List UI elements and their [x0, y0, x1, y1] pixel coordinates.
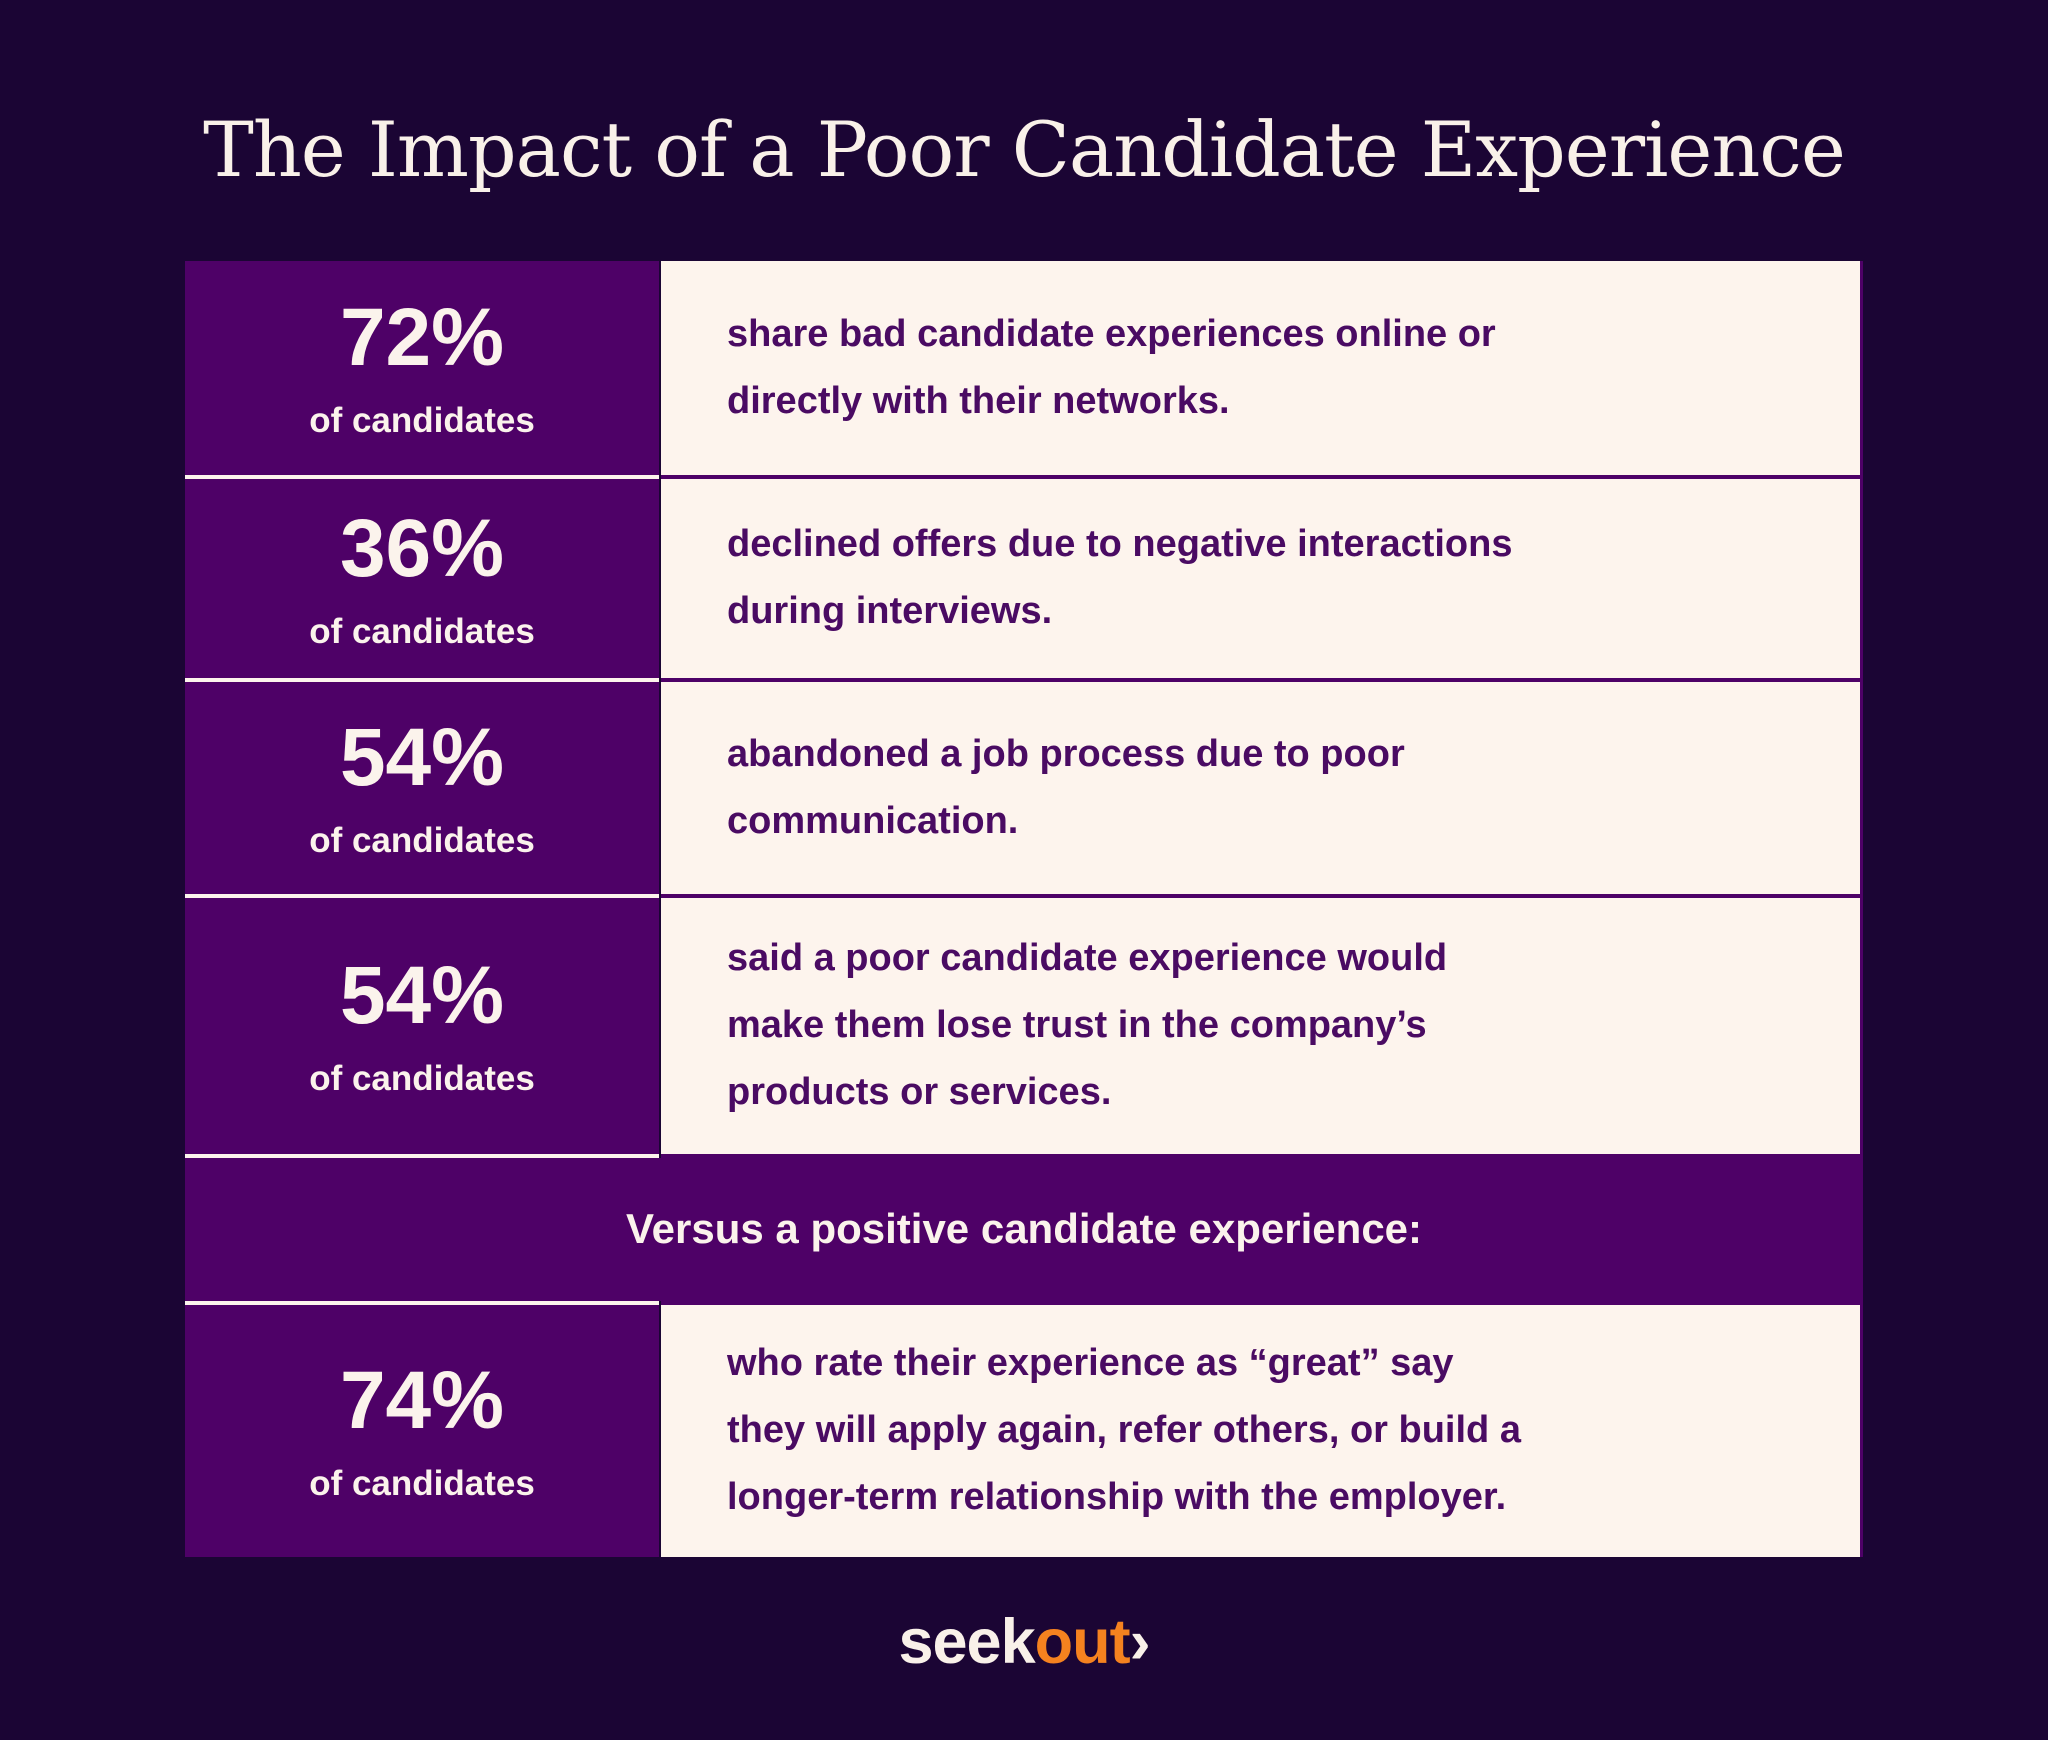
column-seam	[659, 478, 661, 678]
column-seam	[659, 897, 661, 1154]
description-cell: abandoned a job process due to poor comm…	[661, 681, 1863, 894]
description-line: share bad candidate experiences online o…	[727, 312, 1496, 355]
column-seam	[659, 260, 661, 475]
stat-value: 74%	[339, 1355, 505, 1447]
table-row: 54% of candidates said a poor candidate …	[185, 897, 1863, 1154]
stat-value: 54%	[339, 712, 505, 804]
table-row: 36% of candidates declined offers due to…	[185, 478, 1863, 678]
row-divider	[185, 677, 1863, 682]
description-line: they will apply again, refer others, or …	[727, 1409, 1521, 1452]
description-line: products or services.	[727, 1071, 1112, 1114]
description-cell: said a poor candidate experience would m…	[661, 897, 1863, 1154]
versus-banner: Versus a positive candidate experience:	[185, 1157, 1863, 1301]
stats-table: 72% of candidates share bad candidate ex…	[185, 260, 1863, 1557]
description-line: who rate their experience as “great” say	[727, 1342, 1454, 1385]
table-row: 72% of candidates share bad candidate ex…	[185, 260, 1863, 475]
page-title: The Impact of a Poor Candidate Experienc…	[203, 105, 1846, 194]
description-text: who rate their experience as “great” say…	[727, 1330, 1521, 1531]
logo-text-seek: seek	[898, 1606, 1035, 1677]
table-row: 54% of candidates abandoned a job proces…	[185, 681, 1863, 894]
stat-label: of candidates	[309, 1464, 535, 1504]
stat-value: 36%	[339, 502, 505, 594]
stat-label: of candidates	[309, 821, 535, 861]
stat-cell: 74% of candidates	[185, 1304, 659, 1557]
stat-label: of candidates	[309, 611, 535, 651]
description-line: abandoned a job process due to poor	[727, 732, 1405, 775]
logo-text-out: out	[1034, 1606, 1131, 1677]
description-cell: declined offers due to negative interact…	[661, 478, 1863, 678]
description-line: make them lose trust in the company’s	[727, 1004, 1427, 1047]
table-row: 74% of candidates who rate their experie…	[185, 1304, 1863, 1557]
description-line: declined offers due to negative interact…	[727, 523, 1513, 566]
logo-chevron-icon: ›	[1129, 1606, 1151, 1677]
stat-value: 72%	[339, 292, 505, 384]
description-line: longer-term relationship with the employ…	[727, 1476, 1507, 1519]
row-divider	[185, 474, 1863, 479]
description-text: share bad candidate experiences online o…	[727, 301, 1496, 435]
description-text: said a poor candidate experience would m…	[727, 925, 1447, 1126]
column-seam	[659, 681, 661, 894]
footer: seekout›	[0, 1610, 2048, 1674]
description-line: directly with their networks.	[727, 379, 1230, 422]
row-divider	[185, 893, 1863, 898]
stat-cell: 72% of candidates	[185, 260, 659, 475]
stat-cell: 36% of candidates	[185, 478, 659, 678]
stat-cell: 54% of candidates	[185, 897, 659, 1154]
stat-cell: 54% of candidates	[185, 681, 659, 894]
description-line: during interviews.	[727, 590, 1053, 633]
description-cell: who rate their experience as “great” say…	[661, 1304, 1863, 1557]
column-seam	[659, 1304, 661, 1557]
description-text: declined offers due to negative interact…	[727, 511, 1513, 645]
seekout-logo: seekout›	[898, 1610, 1150, 1674]
description-cell: share bad candidate experiences online o…	[661, 260, 1863, 475]
stat-label: of candidates	[309, 401, 535, 441]
description-line: communication.	[727, 799, 1019, 842]
row-divider	[185, 1153, 1863, 1158]
row-divider	[185, 1300, 1863, 1305]
stat-value: 54%	[339, 950, 505, 1042]
stat-label: of candidates	[309, 1059, 535, 1099]
description-text: abandoned a job process due to poor comm…	[727, 721, 1405, 855]
description-line: said a poor candidate experience would	[727, 937, 1448, 980]
